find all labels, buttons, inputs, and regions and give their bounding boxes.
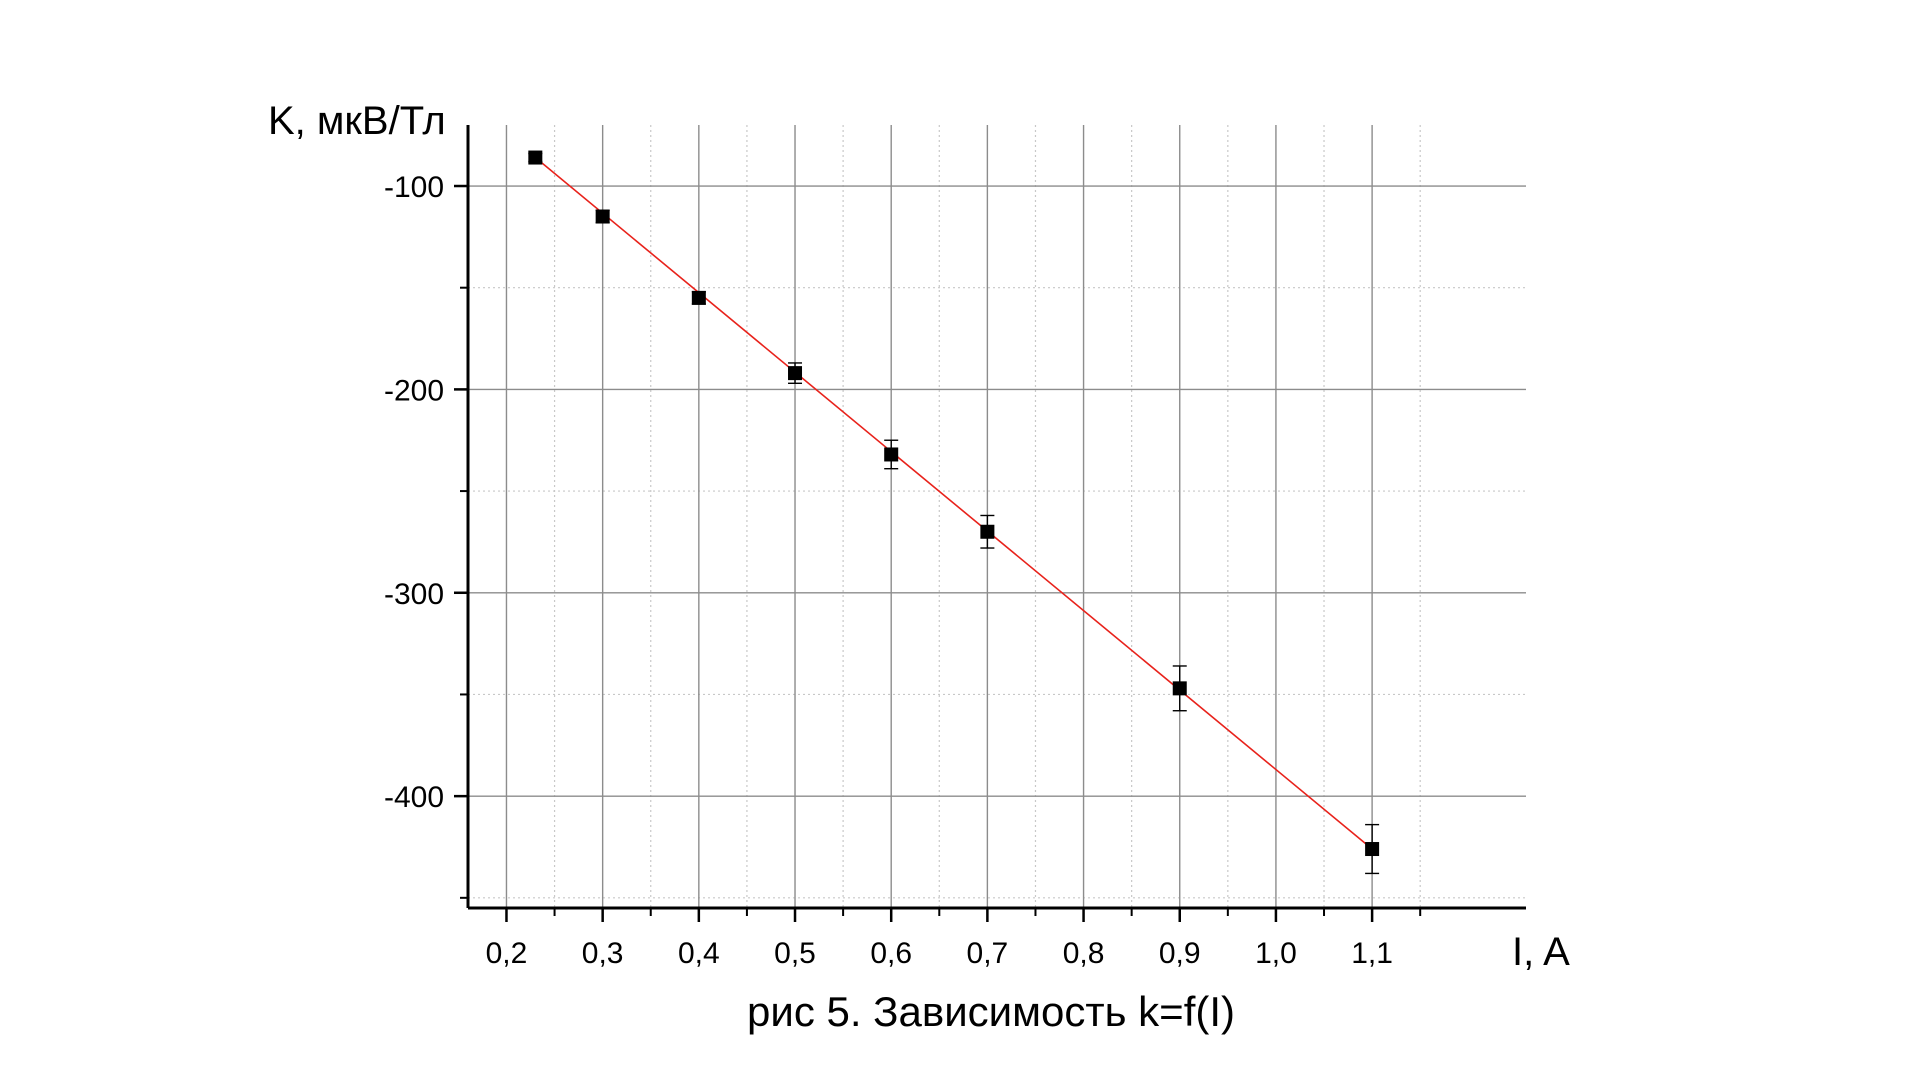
axes <box>454 125 1526 922</box>
y-tick-label: -400 <box>384 781 444 814</box>
x-tick-label: 0,3 <box>582 937 624 970</box>
y-axis-label: K, мкВ/Тл <box>268 99 446 143</box>
data-point-marker <box>1365 842 1380 857</box>
x-tick-label: 0,2 <box>486 937 528 970</box>
data-point-marker <box>1172 681 1187 696</box>
x-axis-label: I, A <box>1512 930 1570 974</box>
x-tick-label: 0,6 <box>870 937 912 970</box>
data-point-marker <box>528 150 543 165</box>
y-tick-label: -300 <box>384 578 444 611</box>
x-tick-label: 1,0 <box>1255 937 1297 970</box>
data-points <box>528 150 1380 875</box>
data-point-marker <box>595 209 610 224</box>
data-point-marker <box>691 290 706 305</box>
grid <box>468 125 1526 908</box>
data-point-marker <box>980 524 995 539</box>
x-tick-label: 0,5 <box>774 937 816 970</box>
data-point-marker <box>884 447 899 462</box>
x-tick-label: 0,9 <box>1159 937 1201 970</box>
x-tick-label: 0,7 <box>967 937 1009 970</box>
linear-fit-line <box>534 156 1373 850</box>
y-tick-label: -200 <box>384 374 444 407</box>
x-tick-label: 0,4 <box>678 937 720 970</box>
y-tick-label: -100 <box>384 171 444 204</box>
x-tick-label: 0,8 <box>1063 937 1105 970</box>
fit-line-group <box>534 156 1373 850</box>
data-point-marker <box>788 366 803 381</box>
figure-caption: рис 5. Зависимость k=f(I) <box>747 988 1235 1035</box>
tick-labels: 0,2 0,3 0,4 0,5 0,6 0,7 0,8 0,9 1,0 1,1 -100 -200 -3… <box>384 171 1393 970</box>
x-tick-label: 1,1 <box>1351 937 1393 970</box>
